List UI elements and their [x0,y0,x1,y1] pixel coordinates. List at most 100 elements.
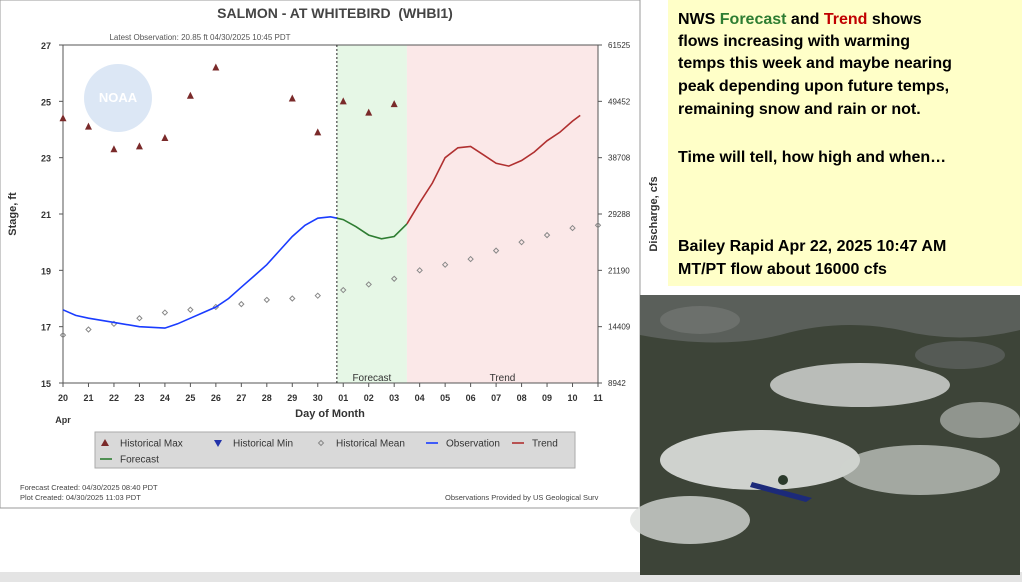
x-tick-label: 26 [211,393,221,403]
legend-label: Historical Max [120,439,183,450]
x-tick-label: 29 [287,393,297,403]
mean-marker [365,281,372,288]
mean-marker [340,286,347,294]
legend-box [94,431,576,469]
series-line [406,114,581,225]
region-label: Forecast [352,373,391,384]
mean-marker [85,326,92,333]
x-tick-label: 22 [109,393,119,403]
legend-swatch [214,440,222,447]
note-line: remaining snow and rain or not. [678,101,921,118]
mean-marker [263,296,271,304]
max-marker [314,128,322,136]
max-marker [135,142,143,150]
legend-label: Forecast [120,455,159,466]
mean-marker [416,267,423,274]
legend-label: Historical Min [233,439,293,450]
legend-swatch [101,439,109,446]
mean-marker [594,222,602,229]
note-run: Time will tell, how high and when… [678,149,946,166]
x-tick-label: 11 [593,393,603,403]
note-run: MT/PT flow about 16000 cfs [678,261,887,278]
x-tick-label: 06 [466,393,476,403]
note-run: Bailey Rapid Apr 22, 2025 10:47 AM [678,238,946,255]
x-tick-label: 02 [364,393,374,403]
mean-marker [187,306,194,313]
x-tick-label: 08 [517,393,527,403]
x-axis-label: Day of Month [295,408,365,420]
note-run: remaining snow and rain or not. [678,101,921,118]
note-line: NWS Forecast and Trend shows [678,11,922,28]
note-run: and [786,11,823,28]
legend-label: Trend [532,439,558,450]
chart-subtitle: Latest Observation: 20.85 ft 04/30/2025 … [109,33,290,42]
legend-swatch [317,439,325,447]
y-tick-label: 23 [41,154,51,164]
chart: Forecast Trend NOAA SALMON - AT WHITEBIRD (… [7,5,660,502]
y-tick-label: 21 [41,210,51,220]
mean-marker [518,238,525,246]
note-line: flows increasing with warming [678,33,910,50]
mean-marker [136,315,143,322]
y2-tick-label: 29288 [608,210,631,219]
region [336,45,407,383]
mean-marker [569,224,576,232]
y-tick-label: 15 [41,379,51,389]
max-marker [110,145,118,153]
y-axis-label: Stage, ft [7,192,19,236]
notes-text: NWS Forecast and Trend shows flows increa… [678,11,952,278]
x-tick-label: 07 [491,393,501,403]
series-line [62,215,338,329]
max-marker [288,94,296,102]
note-run: temps this week and maybe nearing [678,55,952,72]
y2-tick-label: 21190 [608,266,630,275]
region [406,45,598,383]
footer-text: Forecast Created: 04/30/2025 08:40 PDT [20,483,158,492]
note-run: Trend [824,11,868,28]
x-tick-label: 24 [160,393,170,403]
max-marker [161,133,169,141]
y2-tick-label: 38708 [608,154,631,163]
photo-rock [660,306,740,334]
photo-rocks [640,295,1020,343]
series-line [336,217,408,240]
footer-text: Plot Created: 04/30/2025 11:03 PDT [20,493,141,502]
y-tick-label: 17 [41,323,51,333]
y-tick-label: 27 [41,41,51,51]
month-label: Apr [55,415,71,425]
note-run: peak depending upon future temps, [678,78,949,95]
legend-label: Observation [446,439,500,450]
mean-marker [314,292,321,299]
x-tick-label: 05 [440,393,450,403]
max-marker [339,97,347,105]
note-line: MT/PT flow about 16000 cfs [678,261,887,278]
mean-marker [390,275,398,282]
region-label: Trend [490,373,516,384]
x-tick-label: 25 [185,393,195,403]
note-run: NWS [678,11,720,28]
mean-marker [59,331,67,339]
x-tick-label: 23 [134,393,144,403]
photo-foam [940,402,1020,438]
max-marker [59,114,67,122]
mean-marker [492,247,500,254]
note-run: shows [867,11,921,28]
note-run: flows increasing with warming [678,33,910,50]
mean-marker [467,255,474,263]
mean-marker [161,309,169,316]
photo-rock [915,341,1005,369]
x-tick-label: 10 [568,393,578,403]
y2-tick-label: 49452 [608,97,631,106]
photo-kayaker [778,475,788,485]
legend-label: Historical Mean [336,439,405,450]
mean-marker [441,261,449,268]
watermark: NOAA [99,90,138,105]
logo [84,64,152,132]
x-tick-label: 04 [415,393,425,403]
note-run: Forecast [720,11,787,28]
max-marker [186,91,194,99]
y2-tick-label: 61525 [608,41,631,50]
max-marker [365,108,373,116]
chart-title: SALMON - AT WHITEBIRD (WHBI1) [217,5,453,21]
